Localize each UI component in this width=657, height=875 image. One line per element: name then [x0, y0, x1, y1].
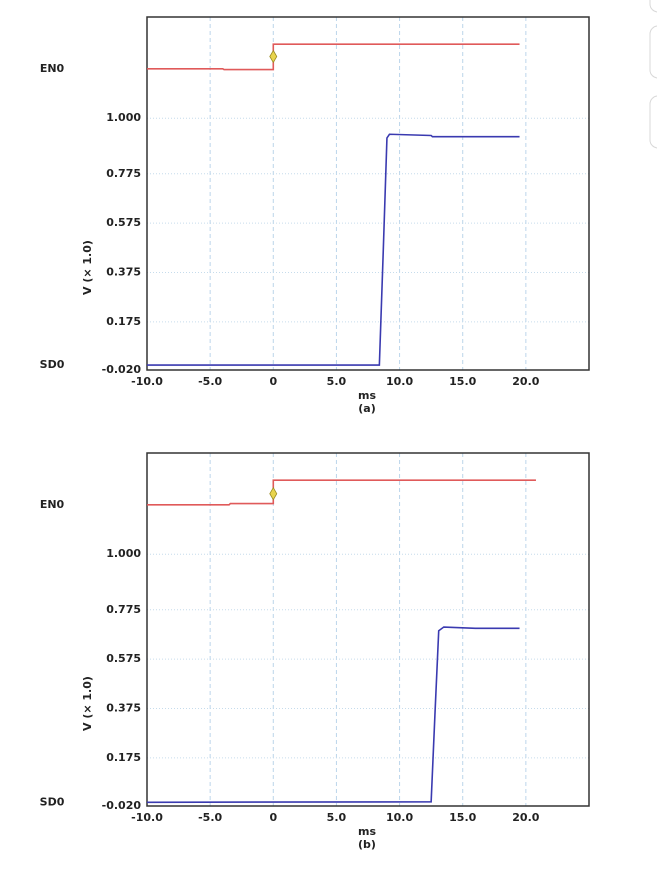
plot-area: [147, 17, 589, 370]
channel-label: EN0: [40, 62, 65, 75]
plot-frame: [146, 16, 590, 371]
channel-label: SD0: [40, 795, 65, 808]
trigger-marker: [269, 49, 278, 64]
series-line: [147, 479, 536, 506]
y-tick-label: 1.000: [106, 111, 141, 124]
y-tick-label: 0.775: [106, 167, 141, 180]
x-tick-label: 15.0: [449, 375, 476, 388]
y-tick-label: -0.020: [102, 363, 142, 376]
chart: -10.0 -5.0 0 5.0 10.0 15.0 20.0 -0.020 0.175 0.37…: [40, 452, 590, 851]
x-tick-label: -5.0: [198, 375, 222, 388]
y-tick-label: 0.775: [106, 603, 141, 616]
y-tick-label: 0.375: [106, 265, 141, 278]
x-tick-label: 0: [269, 811, 277, 824]
x-tick-label: -5.0: [198, 811, 222, 824]
y-tick-label: 1.000: [106, 547, 141, 560]
channel-label: EN0: [40, 498, 65, 511]
x-tick-label: 20.0: [512, 375, 539, 388]
side-button[interactable]: [649, 95, 657, 149]
x-tick-label: -10.0: [131, 375, 163, 388]
plot-frame: [146, 452, 590, 807]
y-axis-label: V (× 1.0): [81, 240, 94, 295]
x-axis-label: ms: [358, 389, 376, 402]
y-tick-label: 0.175: [106, 751, 141, 764]
side-button[interactable]: [649, 0, 657, 13]
y-tick-label: -0.020: [102, 799, 142, 812]
x-tick-label: 10.0: [386, 375, 413, 388]
side-button[interactable]: [649, 25, 657, 79]
trigger-marker: [269, 486, 278, 501]
series-line: [147, 133, 520, 366]
x-tick-label: 0: [269, 375, 277, 388]
x-tick-label: 15.0: [449, 811, 476, 824]
x-tick-label: 10.0: [386, 811, 413, 824]
subtitle: (a): [358, 402, 375, 415]
y-axis-label: V (× 1.0): [81, 676, 94, 731]
chart: -10.0 -5.0 0 5.0 10.0 15.0 20.0 -0.020 0.175 0.37…: [40, 16, 590, 415]
x-tick-label: 5.0: [327, 375, 347, 388]
y-tick-label: 0.575: [106, 652, 141, 665]
x-tick-label: 5.0: [327, 811, 347, 824]
y-tick-label: 0.175: [106, 315, 141, 328]
series-line: [146, 626, 520, 804]
series-line: [147, 43, 520, 71]
channel-label: SD0: [40, 358, 65, 371]
plot-area: [147, 453, 589, 806]
x-axis-label: ms: [358, 825, 376, 838]
subtitle: (b): [358, 838, 376, 851]
x-tick-label: 20.0: [512, 811, 539, 824]
y-tick-label: 0.375: [106, 701, 141, 714]
y-tick-label: 0.575: [106, 216, 141, 229]
x-tick-label: -10.0: [131, 811, 163, 824]
